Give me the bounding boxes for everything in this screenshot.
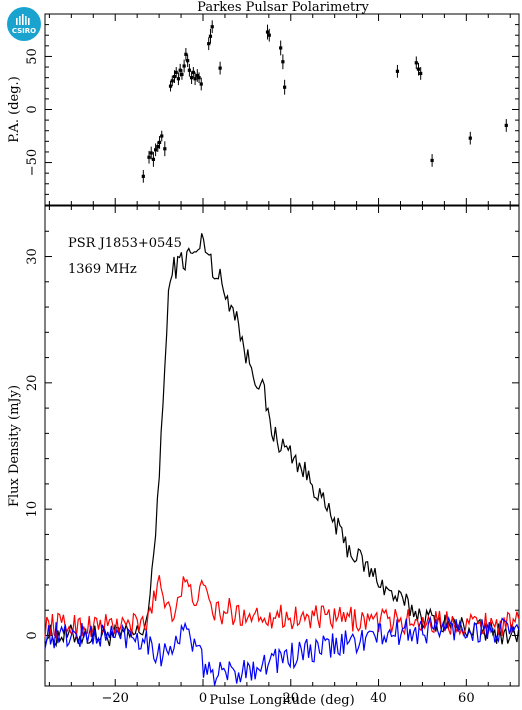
pa-point (279, 46, 283, 50)
x-tick-label: 40 (370, 691, 387, 706)
pa-point (210, 25, 214, 29)
csiro-logo: CSIRO (7, 7, 41, 41)
pa-point (186, 59, 190, 63)
x-tick-label: −20 (102, 691, 129, 706)
flux-series-line (44, 575, 520, 640)
pa-point (176, 77, 181, 81)
pa-point (265, 30, 270, 34)
pa-point (267, 33, 271, 37)
flux-panel-frame (44, 205, 520, 687)
pa-point (218, 66, 222, 70)
pa-point (160, 134, 164, 138)
pa-point (208, 34, 213, 38)
pa-point (184, 52, 188, 56)
flux-y-tick-label: 0 (25, 631, 40, 639)
pa-point (195, 73, 199, 78)
pa-point (504, 123, 508, 128)
pa-point (168, 84, 173, 88)
pa-point (419, 71, 423, 76)
pa-point (172, 75, 177, 79)
pa-axis-label: P.A. (deg.) (7, 76, 22, 143)
pa-point (149, 151, 153, 155)
x-tick-label: 60 (458, 691, 475, 706)
annotation-label: PSR J1853+0545 (68, 236, 182, 251)
pa-point (178, 68, 182, 72)
logo-text: CSIRO (11, 27, 37, 35)
pa-point (180, 72, 184, 77)
pa-point (154, 148, 158, 152)
x-tick-label: 20 (283, 691, 300, 706)
pa-point (163, 147, 167, 151)
pa-point (197, 76, 201, 80)
pa-point (395, 69, 400, 73)
annotation-label: 1369 MHz (68, 262, 137, 277)
pa-point (191, 70, 195, 74)
pa-point (157, 140, 162, 144)
pa-point (414, 61, 418, 65)
pa-y-tick-label: −50 (25, 149, 40, 176)
pa-point (156, 145, 160, 149)
pa-point (170, 79, 174, 83)
x-tick-label: 0 (199, 691, 207, 706)
pa-point (199, 82, 203, 86)
pa-panel-frame (44, 13, 520, 206)
pa-point (207, 42, 211, 46)
pa-point (189, 76, 194, 80)
pa-point (151, 157, 156, 161)
chart-title: Parkes Pulsar Polarimetry (197, 0, 369, 15)
pa-point (193, 77, 197, 81)
pa-point (187, 68, 191, 72)
pa-y-tick-label: 50 (25, 48, 40, 65)
pa-point (416, 67, 421, 71)
flux-y-tick-label: 10 (25, 501, 40, 518)
pa-point (430, 158, 434, 163)
flux-axis-label: Flux Density (mJy) (7, 385, 22, 507)
x-axis-label: Pulse Longitude (deg) (209, 693, 354, 708)
pa-y-tick-label: 0 (25, 105, 40, 113)
flux-series-line (44, 233, 520, 648)
pa-point (141, 174, 145, 178)
flux-y-tick-label: 20 (25, 375, 40, 392)
pa-point (182, 64, 186, 68)
flux-series-line (44, 615, 520, 686)
logo-bars-icon (16, 14, 30, 25)
pa-point (283, 85, 287, 89)
pa-point (468, 136, 472, 140)
flux-y-tick-label: 30 (25, 248, 40, 265)
pa-point (147, 155, 151, 159)
pa-point (281, 60, 285, 64)
pa-point (174, 70, 178, 74)
